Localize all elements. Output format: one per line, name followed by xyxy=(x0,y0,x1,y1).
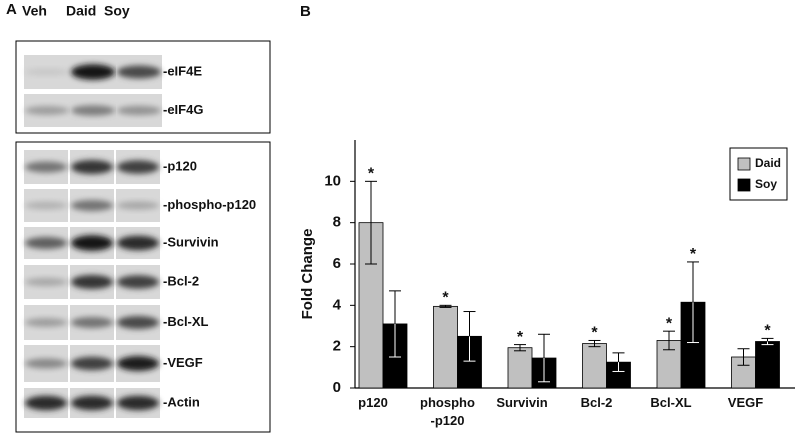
error-bar xyxy=(463,311,476,362)
y-tick-label: 0 xyxy=(333,379,341,396)
blot-label: -Bcl-XL xyxy=(163,314,209,329)
blot-band xyxy=(71,105,115,116)
y-axis-label: Fold Change xyxy=(299,229,316,320)
error-bar xyxy=(538,333,550,383)
blot-band xyxy=(117,160,159,174)
blot-band xyxy=(71,317,113,328)
y-tick-label: 10 xyxy=(324,172,341,189)
y-tick-label: 8 xyxy=(333,214,341,231)
blot-band xyxy=(71,235,113,251)
blot-band xyxy=(71,395,113,411)
x-tick-label: Bcl-XL xyxy=(650,395,691,410)
significance-marker: * xyxy=(666,315,673,332)
error-bar xyxy=(737,348,750,366)
blot-band xyxy=(71,64,115,80)
blot-band xyxy=(117,356,159,371)
error-bar xyxy=(687,261,699,344)
blot-label: -Actin xyxy=(163,394,200,409)
error-bar xyxy=(588,339,601,348)
bar xyxy=(656,340,682,389)
error-bar xyxy=(439,304,452,308)
blot-label: -Bcl-2 xyxy=(163,273,199,288)
legend-swatch xyxy=(737,157,751,171)
legend-label: Daid xyxy=(755,156,781,170)
significance-marker: * xyxy=(764,323,771,340)
lane-label: Veh xyxy=(22,3,47,19)
blot-band xyxy=(71,275,113,289)
error-bar xyxy=(365,180,377,265)
error-bar xyxy=(612,352,625,372)
blot-band xyxy=(25,106,69,115)
legend-swatch xyxy=(737,178,751,192)
x-tick-label: Bcl-2 xyxy=(581,395,613,410)
blot-label: -eIF4E xyxy=(163,63,202,78)
bar xyxy=(582,343,607,389)
x-tick-label: phospho -p120 xyxy=(420,395,475,428)
lane-label: Daid xyxy=(66,3,96,19)
error-bar xyxy=(389,290,401,358)
error-bar xyxy=(663,330,675,351)
significance-marker: * xyxy=(517,329,524,346)
bar xyxy=(433,305,458,389)
bar xyxy=(507,347,533,389)
blot-band xyxy=(117,316,159,329)
blot-band xyxy=(25,237,67,249)
x-tick-label: p120 xyxy=(358,395,388,410)
blot-label: -p120 xyxy=(163,158,197,173)
y-tick-label: 2 xyxy=(333,338,341,355)
y-tick-label: 6 xyxy=(333,255,341,272)
y-tick-label: 4 xyxy=(333,296,342,313)
blot-band xyxy=(117,65,161,79)
lane-label: Soy xyxy=(104,3,130,19)
blot-band xyxy=(25,395,67,411)
blot-box xyxy=(15,141,271,433)
blot-band xyxy=(117,275,159,289)
blot-band xyxy=(71,200,113,211)
blot-band xyxy=(117,235,159,251)
legend-label: Soy xyxy=(755,177,777,191)
blot-band xyxy=(25,318,67,327)
significance-marker: * xyxy=(690,246,697,263)
blot-band xyxy=(71,356,113,371)
blot-band xyxy=(25,68,69,76)
blot-label: -eIF4G xyxy=(163,102,203,117)
blot-band xyxy=(25,161,67,173)
blot-label: -Survivin xyxy=(163,234,219,249)
panel-label: A xyxy=(6,1,17,18)
blot-band xyxy=(25,358,67,369)
panel-label: B xyxy=(300,3,311,20)
error-bar xyxy=(761,337,774,346)
blot-band xyxy=(25,201,67,210)
blot-band xyxy=(25,277,67,287)
blot-band xyxy=(117,395,159,411)
significance-marker: * xyxy=(368,166,375,183)
significance-marker: * xyxy=(442,290,449,307)
x-tick-label: VEGF xyxy=(728,395,763,410)
blot-box xyxy=(15,40,271,134)
blot-label: -VEGF xyxy=(163,355,203,370)
blot-band xyxy=(117,105,161,116)
bar xyxy=(755,341,780,389)
x-tick-label: Survivin xyxy=(496,395,547,410)
blot-band xyxy=(117,201,159,210)
significance-marker: * xyxy=(591,325,598,342)
blot-band xyxy=(71,160,113,174)
blot-label: -phospho-p120 xyxy=(163,197,256,212)
error-bar xyxy=(514,344,526,352)
